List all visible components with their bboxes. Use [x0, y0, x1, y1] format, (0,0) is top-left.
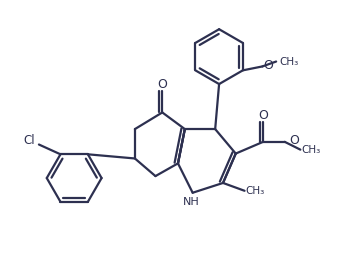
Text: O: O — [258, 109, 268, 122]
Text: NH: NH — [183, 197, 200, 207]
Text: O: O — [157, 77, 167, 91]
Text: CH₃: CH₃ — [246, 186, 265, 196]
Text: Cl: Cl — [23, 134, 35, 147]
Text: O: O — [263, 59, 273, 72]
Text: CH₃: CH₃ — [301, 145, 321, 155]
Text: O: O — [289, 134, 299, 147]
Text: CH₃: CH₃ — [279, 57, 298, 66]
